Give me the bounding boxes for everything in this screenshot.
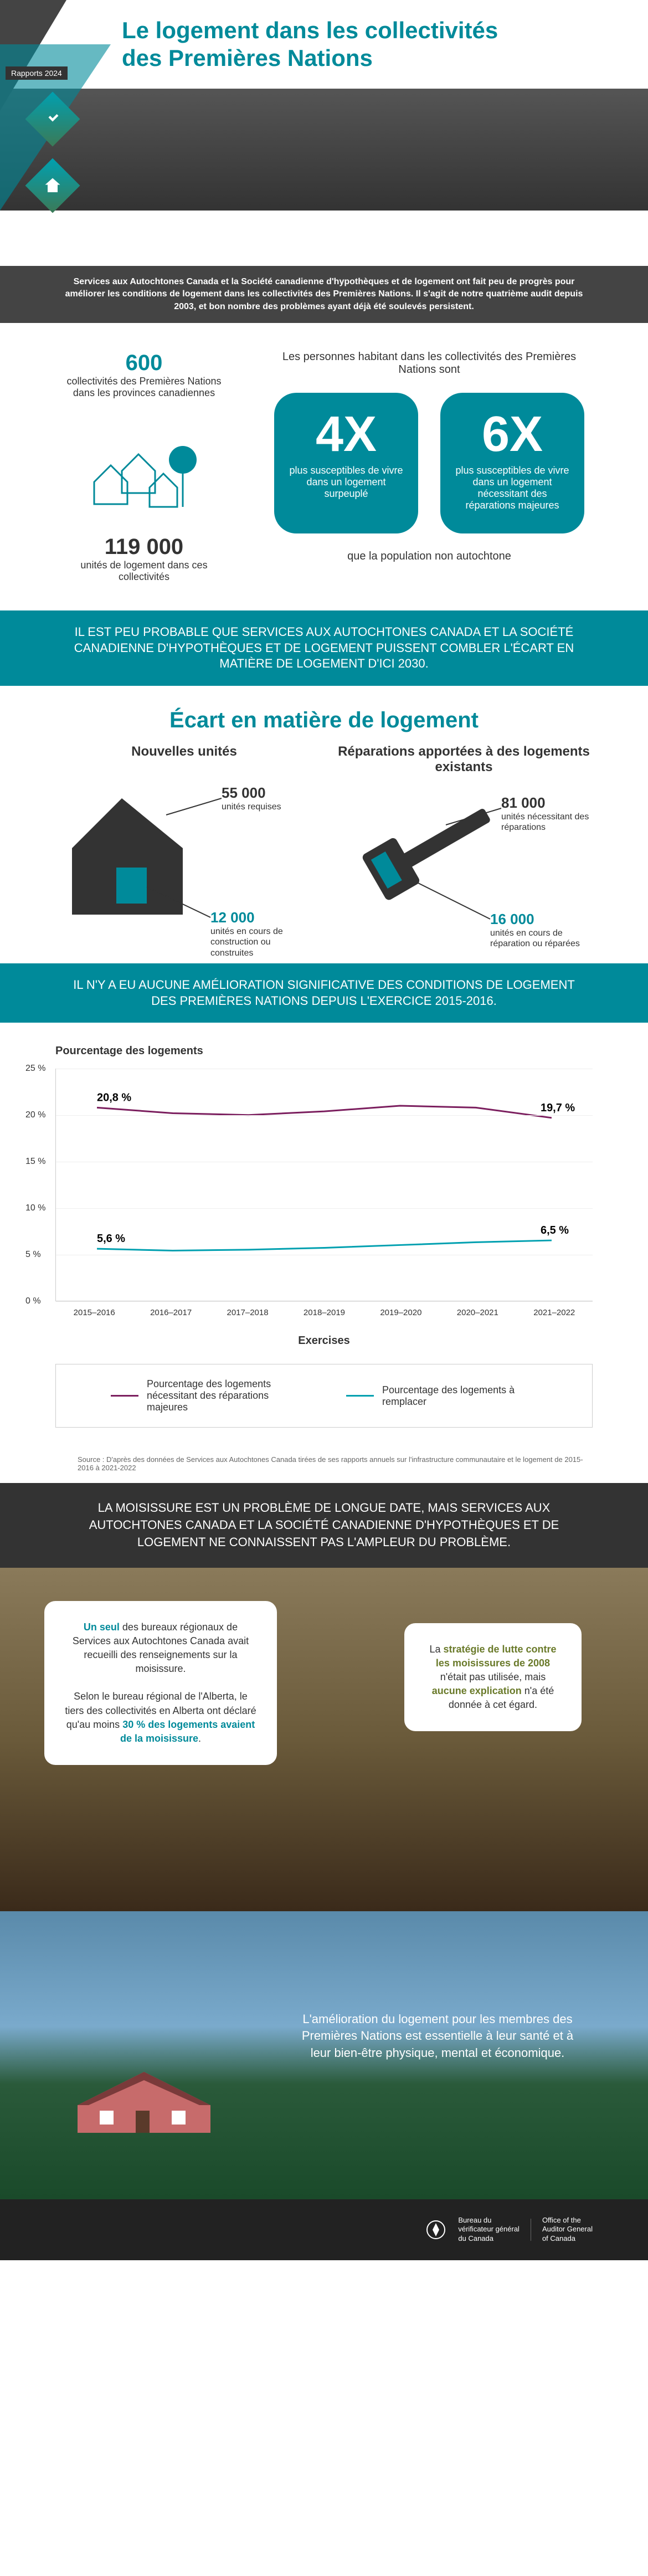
- stat-text: plus susceptibles de vivre dans un logem…: [285, 465, 407, 500]
- ecart-num: 16 000: [490, 911, 593, 928]
- footer-en: Office of theAuditor Generalof Canada: [542, 2216, 593, 2244]
- stat-block-4x: 4X plus susceptibles de vivre dans un lo…: [274, 393, 418, 533]
- chart-xtick: 2019–2020: [380, 1308, 421, 1317]
- houses-illustration-icon: [83, 415, 205, 515]
- chart-xtick: 2015–2016: [74, 1308, 115, 1317]
- mould-card-right: La stratégie de lutte contre les moisiss…: [404, 1623, 582, 1732]
- landscape-text: L'amélioration du logement pour les memb…: [294, 2011, 582, 2062]
- footer-fr: Bureau duvérificateur généraldu Canada: [458, 2216, 520, 2244]
- chart-ytick: 20 %: [25, 1110, 45, 1120]
- legend-swatch: [346, 1395, 374, 1397]
- text: .: [198, 1733, 201, 1744]
- stats-right: Les personnes habitant dans les collecti…: [266, 351, 593, 583]
- teal-band-1: IL EST PEU PROBABLE QUE SERVICES AUX AUT…: [0, 610, 648, 686]
- legend-item: Pourcentage des logements à remplacer: [346, 1378, 537, 1413]
- chart-xtick: 2020–2021: [457, 1308, 498, 1317]
- footer: Bureau duvérificateur généraldu Canada O…: [0, 2199, 648, 2261]
- chart-ytick: 5 %: [25, 1250, 41, 1260]
- intro-text: Services aux Autochtones Canada et la So…: [0, 266, 648, 323]
- stat-text: plus susceptibles de vivre dans un logem…: [451, 465, 573, 511]
- svg-text:6,5 %: 6,5 %: [541, 1224, 569, 1236]
- mould-section: Un seul des bureaux régionaux de Service…: [0, 1568, 648, 1911]
- ecart-heading: Nouvelles unités: [55, 744, 313, 760]
- ecart-col-nouvelles: Nouvelles unités 55 000unités requises 1…: [55, 744, 313, 941]
- text: n'était pas utilisée, mais: [440, 1671, 546, 1682]
- text: La: [429, 1644, 443, 1655]
- chart-ytick: 25 %: [25, 1064, 45, 1074]
- highlight: aucune explication: [432, 1685, 522, 1696]
- coat-of-arms-icon: [425, 2219, 447, 2241]
- chart-ytick: 15 %: [25, 1157, 45, 1167]
- chart-ytick: 10 %: [25, 1203, 45, 1213]
- stats-left: 600 collectivités des Premières Nations …: [55, 351, 233, 583]
- stat-mult: 4X: [285, 409, 407, 459]
- chart-ylabel: Pourcentage des logements: [55, 1045, 593, 1058]
- ecart-text: unités en cours de réparation ou réparée…: [490, 928, 580, 948]
- chart-xtick: 2021–2022: [533, 1308, 575, 1317]
- chart-xtick: 2018–2019: [304, 1308, 345, 1317]
- legend-item: Pourcentage des logements nécessitant de…: [111, 1378, 302, 1413]
- ecart-text: unités requises: [222, 802, 281, 812]
- stat-600: 600: [55, 351, 233, 376]
- report-label: Rapports 2024: [6, 66, 68, 80]
- ecart-title: Écart en matière de logement: [0, 708, 648, 733]
- ecart-num: 81 000: [501, 794, 593, 812]
- chart-svg: 20,8 % 19,7 % 5,6 % 6,5 %: [56, 1069, 593, 1301]
- chart-source: Source : D'après des données de Services…: [0, 1455, 648, 1483]
- title-line: des Premières Nations: [122, 45, 373, 71]
- mould-header: LA MOISISSURE EST UN PROBLÈME DE LONGUE …: [0, 1483, 648, 1567]
- ecart-col-reparations: Réparations apportées à des logements ex…: [335, 744, 593, 941]
- svg-text:5,6 %: 5,6 %: [97, 1233, 125, 1245]
- title-line: Le logement dans les collectivités: [122, 17, 498, 43]
- ecart-section: Nouvelles unités 55 000unités requises 1…: [0, 744, 648, 963]
- stat-119000: 119 000: [55, 535, 233, 560]
- chart-xtick: 2016–2017: [150, 1308, 192, 1317]
- chart-series-line: [97, 1240, 552, 1250]
- stats-section: 600 collectivités des Premières Nations …: [0, 323, 648, 610]
- stat-119000-text: unités de logement dans ces collectivité…: [55, 560, 233, 583]
- chart-ytick: 0 %: [25, 1296, 41, 1306]
- ecart-num: 55 000: [222, 784, 281, 802]
- stat-mult: 6X: [451, 409, 573, 459]
- highlight: Un seul: [84, 1621, 120, 1633]
- ecart-num: 12 000: [210, 909, 313, 926]
- highlight: 30 % des logements avaient de la moisiss…: [120, 1719, 255, 1744]
- legend-label: Pourcentage des logements nécessitant de…: [147, 1378, 302, 1413]
- legend-label: Pourcentage des logements à remplacer: [382, 1384, 537, 1408]
- stat-block-6x: 6X plus susceptibles de vivre dans un lo…: [440, 393, 584, 533]
- ecart-text: unités en cours de construction ou const…: [210, 927, 283, 957]
- chart-legend: Pourcentage des logements nécessitant de…: [55, 1364, 593, 1428]
- svg-text:20,8 %: 20,8 %: [97, 1092, 131, 1104]
- stats-right-intro: Les personnes habitant dans les collecti…: [266, 351, 593, 376]
- highlight: stratégie de lutte contre les moisissure…: [436, 1644, 557, 1669]
- chart-xlabel: Exercises: [55, 1335, 593, 1347]
- chart-xtick: 2017–2018: [227, 1308, 269, 1317]
- landscape-house-icon: [72, 2066, 216, 2138]
- ecart-text: unités nécessitant des réparations: [501, 812, 589, 832]
- ecart-heading: Réparations apportées à des logements ex…: [335, 744, 593, 775]
- teal-band-2: IL N'Y A EU AUCUNE AMÉLIORATION SIGNIFIC…: [0, 963, 648, 1023]
- landscape-section: L'amélioration du logement pour les memb…: [0, 1911, 648, 2199]
- mould-card-left: Un seul des bureaux régionaux de Service…: [44, 1601, 277, 1766]
- chart-area: 20,8 %19,7 %5,6 %6,5 % 0 %5 %10 %15 %20 …: [55, 1069, 593, 1301]
- legend-swatch: [111, 1395, 138, 1397]
- stats-footnote: que la population non autochtone: [266, 550, 593, 563]
- svg-text:19,7 %: 19,7 %: [541, 1102, 575, 1114]
- chart-section: Pourcentage des logements 20,8 % 19,7 % 5,…: [0, 1023, 648, 1455]
- stat-600-text: collectivités des Premières Nations dans…: [55, 376, 233, 399]
- header: Le logement dans les collectivités des P…: [0, 0, 648, 266]
- chart-series-line: [97, 1106, 552, 1118]
- page-title: Le logement dans les collectivités des P…: [122, 17, 498, 73]
